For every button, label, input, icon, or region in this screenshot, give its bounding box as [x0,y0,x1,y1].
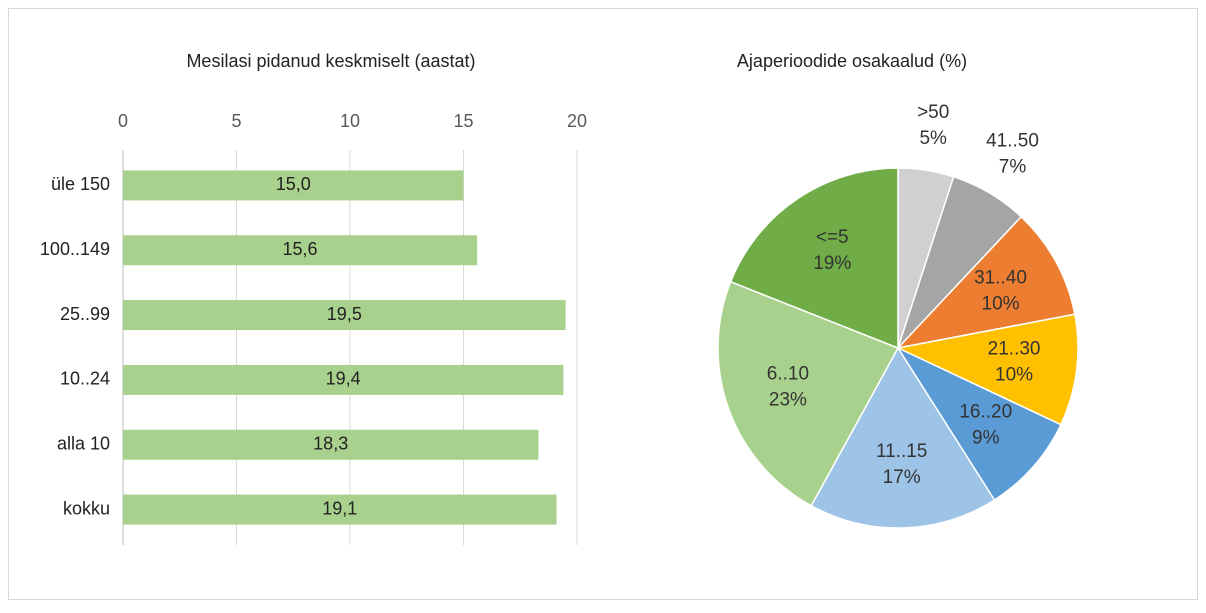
slice-label: 41..50 [986,130,1039,151]
slice-label: 16..20 [959,401,1012,422]
bar [123,300,566,331]
pie-slice [717,280,900,507]
data-label: 15,6 [283,239,318,259]
slice-label: 11..15 [876,441,927,462]
x-tick-label: 5 [231,111,241,131]
slice-label: <=5 [816,227,849,248]
slice-label: 21..30 [988,339,1041,360]
y-tick-label: 100..149 [40,239,110,259]
y-tick-label: kokku [63,498,110,518]
slice-value: 17% [883,467,921,488]
slice-value: 7% [999,156,1027,177]
bar [123,235,478,266]
bar [123,494,557,525]
data-label: 19,4 [326,369,361,389]
slice-label: 31..40 [974,268,1027,289]
y-tick-label: 25..99 [60,304,110,324]
bar [123,364,564,395]
y-tick-label: alla 10 [57,434,110,454]
pie-slice [729,167,899,350]
x-tick-label: 20 [567,111,587,131]
pie-title: Ajaperioodide osakaalud (%) [737,51,967,71]
slice-value: 9% [972,427,1000,448]
data-label: 18,3 [313,434,348,454]
x-tick-label: 10 [340,111,360,131]
slice-value: 10% [982,294,1020,315]
slice-value: 19% [813,253,851,274]
data-label: 19,5 [327,304,362,324]
pie-slice [895,215,1076,350]
bar-title: Mesilasi pidanud keskmiselt (aastat) [186,51,475,71]
slice-label: 6..10 [767,364,809,385]
x-tick-label: 0 [118,111,128,131]
y-tick-label: üle 150 [51,174,110,194]
bar [123,170,464,201]
pie-slice [895,313,1079,426]
pie-slice [810,346,996,529]
data-label: 15,0 [276,174,311,194]
slice-value: 5% [919,128,947,149]
bar [123,429,539,460]
y-tick-label: 10..24 [60,369,110,389]
pie-slice [895,346,1062,502]
slice-label: >50 [917,102,949,123]
data-label: 19,1 [322,498,357,518]
x-tick-label: 15 [453,111,473,131]
slice-value: 23% [769,390,807,411]
slice-value: 10% [995,365,1033,386]
